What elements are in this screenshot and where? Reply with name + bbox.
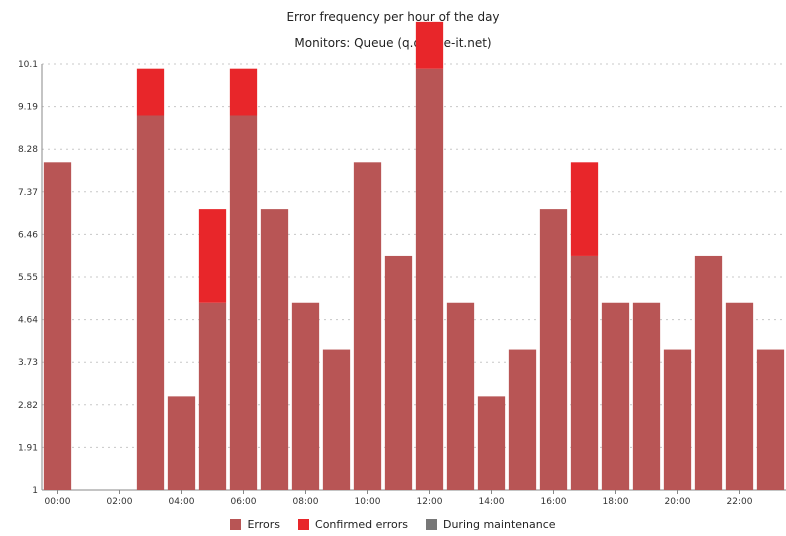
bar-errors: [539, 209, 568, 490]
chart-legend: Errors Confirmed errors During maintenan…: [0, 518, 786, 531]
y-tick-label: 1.91: [18, 443, 38, 453]
legend-item-errors: Errors: [230, 518, 280, 531]
bar-errors: [167, 396, 196, 490]
bar-errors: [322, 349, 351, 490]
bar-confirmed-errors: [570, 162, 599, 256]
x-tick-label: 18:00: [603, 497, 629, 507]
bar-errors: [136, 115, 165, 490]
bar-errors: [601, 302, 630, 490]
legend-item-confirmed-errors: Confirmed errors: [298, 518, 408, 531]
bar-errors: [632, 302, 661, 490]
y-tick-label: 10.1: [18, 60, 38, 70]
bar-confirmed-errors: [229, 68, 258, 116]
y-tick-label: 9.19: [18, 103, 38, 113]
y-tick-label: 8.28: [18, 145, 38, 155]
chart-title: Error frequency per hour of the day: [286, 10, 500, 24]
bar-errors: [508, 349, 537, 490]
y-tick-label: 7.37: [18, 188, 38, 198]
y-tick-label: 1: [32, 486, 38, 496]
bar-confirmed-errors: [136, 68, 165, 116]
bar-errors: [415, 68, 444, 490]
y-tick-label: 6.46: [18, 230, 38, 240]
bar-errors: [198, 302, 227, 490]
bar-errors: [477, 396, 506, 490]
y-tick-label: 2.82: [18, 401, 38, 411]
bar-errors: [694, 255, 723, 490]
x-tick-label: 10:00: [355, 497, 381, 507]
bar-errors: [756, 349, 785, 490]
legend-swatch-confirmed-errors: [298, 519, 310, 530]
bar-errors: [229, 115, 258, 490]
bar-errors: [725, 302, 754, 490]
legend-swatch-errors: [230, 519, 242, 530]
legend-label-during-maintenance: During maintenance: [442, 518, 556, 531]
bar-confirmed-errors: [415, 21, 444, 69]
x-tick-label: 12:00: [417, 497, 443, 507]
bar-errors: [663, 349, 692, 490]
x-tick-label: 22:00: [727, 497, 753, 507]
bar-errors: [446, 302, 475, 490]
legend-label-confirmed-errors: Confirmed errors: [315, 518, 408, 531]
bar-errors: [43, 162, 72, 491]
x-tick-label: 16:00: [541, 497, 567, 507]
x-tick-label: 08:00: [293, 497, 319, 507]
bar-errors: [353, 162, 382, 491]
x-tick-label: 00:00: [45, 497, 71, 507]
bar-errors: [570, 255, 599, 490]
legend-swatch-during-maintenance: [425, 519, 437, 530]
legend-item-during-maintenance: During maintenance: [425, 518, 556, 531]
y-tick-label: 5.55: [18, 273, 38, 283]
bar-confirmed-errors: [198, 209, 227, 303]
x-tick-label: 06:00: [231, 497, 257, 507]
x-tick-label: 02:00: [107, 497, 133, 507]
x-tick-label: 20:00: [665, 497, 691, 507]
bar-errors: [384, 255, 413, 490]
x-tick-label: 04:00: [169, 497, 195, 507]
x-tick-label: 14:00: [479, 497, 505, 507]
legend-label-errors: Errors: [247, 518, 281, 531]
y-tick-label: 3.73: [18, 358, 38, 368]
y-tick-label: 4.64: [18, 316, 38, 326]
bar-errors: [291, 302, 320, 490]
bar-errors: [260, 209, 289, 490]
